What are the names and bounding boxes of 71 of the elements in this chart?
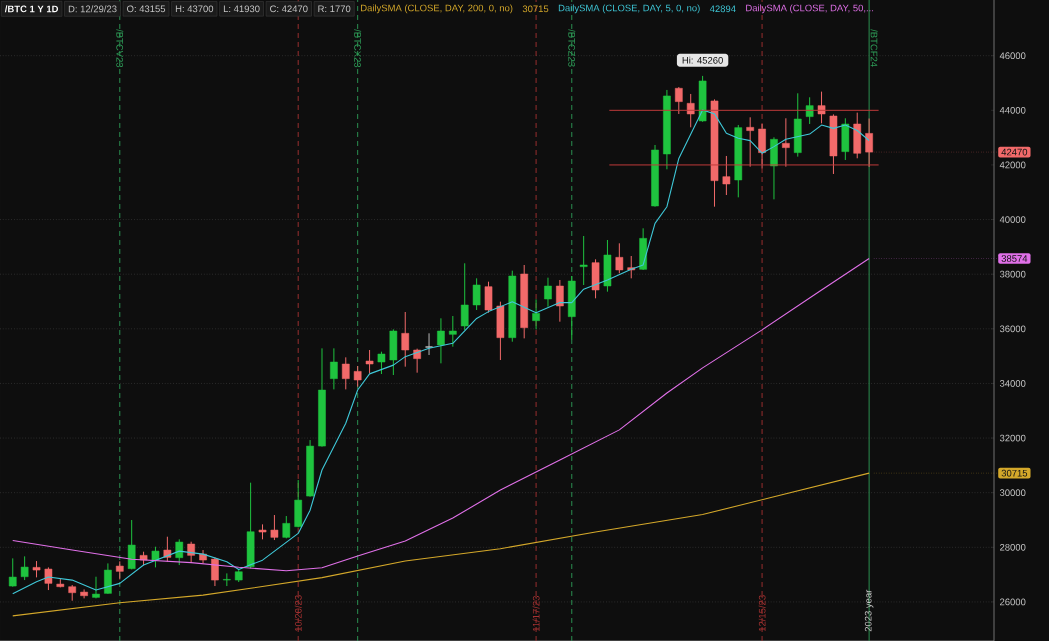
y-tick-label: 26000 (1000, 598, 1026, 606)
y-tick-label: 38000 (999, 270, 1026, 278)
x-tick-label: /BTCX23 (354, 29, 362, 68)
annotation: L: 41930 (223, 5, 260, 13)
candlestick (865, 118, 873, 168)
x-tick-label: 10/20/23 (294, 595, 302, 632)
annotation: 30715 (522, 5, 549, 13)
ref-line-label: /BTCF24 (870, 29, 878, 67)
text: DailySMA (CLOSE, DAY, 5, 0, no) (558, 4, 700, 14)
candlestick (805, 96, 814, 125)
candlestick (579, 235, 588, 286)
annotation: C: 42470 (270, 5, 308, 13)
chart-title: /BTC 1 Y 1D (4, 5, 59, 13)
y-tick-label: 28000 (1000, 543, 1026, 551)
candlestick (544, 277, 552, 308)
x-tick-label: 11/17/23 (532, 596, 540, 632)
x-tick-label: /BTCV23 (116, 29, 124, 68)
candlestick (722, 155, 731, 196)
candlestick (8, 557, 17, 588)
candlestick (377, 351, 386, 375)
y-tick-label: 40000 (999, 216, 1026, 223)
annotation: D: 12/29/23 (68, 5, 117, 13)
annotation: Hi: 45260 (682, 56, 723, 64)
candlestick (127, 519, 136, 570)
candlestick (746, 116, 754, 168)
text: DailySMA (CLOSE, DAY, 50,... (746, 4, 874, 14)
y-tick-label: 46000 (999, 52, 1026, 60)
candlestick (686, 93, 695, 128)
annotation: R: 1770 (318, 5, 351, 13)
annotation: H: 43700 (175, 5, 214, 13)
candlestick (675, 86, 683, 115)
annotation: 42470 (1001, 148, 1028, 156)
candlestick (556, 279, 564, 323)
x-tick-label: 2023 year (864, 589, 874, 632)
text: DailySMA (CLOSE, DAY, 200, 0, no) (361, 4, 513, 14)
y-tick-label: 42000 (999, 161, 1026, 169)
candlestick (532, 298, 540, 330)
candlestick (460, 262, 469, 331)
annotation: 42894 (709, 5, 736, 13)
y-tick-label: 32000 (999, 434, 1026, 442)
y-tick-label: 44000 (999, 106, 1026, 114)
line-series (12, 257, 870, 572)
y-tick-label: 36000 (999, 325, 1026, 333)
candlestick (20, 555, 29, 581)
y-tick-label: 30000 (999, 489, 1026, 497)
candlestick (782, 117, 790, 168)
candlestick (817, 91, 826, 124)
candlestick (449, 315, 457, 348)
candlestick (104, 562, 112, 595)
candlestick (270, 514, 279, 541)
candlestick (615, 242, 624, 274)
candlestick (424, 332, 434, 356)
x-tick-label: /BTCZ23 (568, 29, 576, 67)
candlestick (401, 311, 410, 368)
annotation: 38574 (1001, 255, 1028, 262)
candlestick (115, 560, 124, 580)
candlestick (484, 281, 493, 314)
candlestick (365, 349, 374, 374)
candlestick (175, 538, 184, 566)
candlestick (341, 356, 350, 390)
candlestick (330, 347, 338, 390)
candlestick (44, 566, 53, 591)
annotation: 30715 (1001, 469, 1028, 477)
candlestick (151, 546, 160, 568)
candlestick (472, 277, 481, 311)
candlestick (758, 123, 766, 169)
candlestick (353, 365, 362, 388)
y-tick-label: 34000 (999, 380, 1026, 387)
annotation: O: 43155 (127, 5, 166, 13)
candlestick (437, 317, 445, 364)
x-tick-label: 12/15/23 (758, 595, 766, 632)
